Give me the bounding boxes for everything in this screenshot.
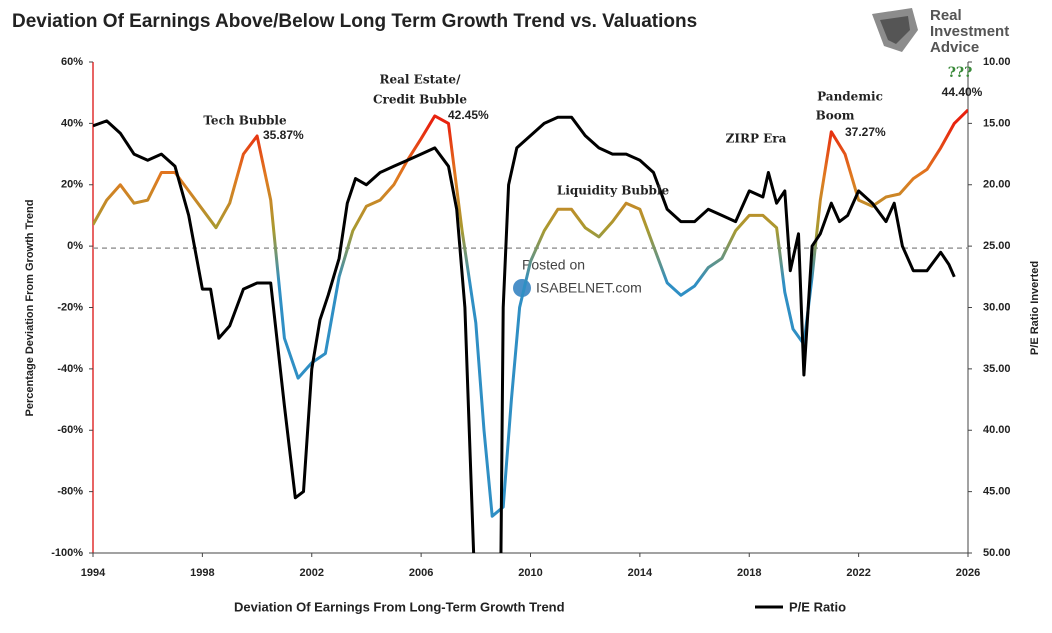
x-tick-label: 2026 <box>956 567 980 579</box>
annotation: Pandemic <box>817 90 883 104</box>
watermark: Posted on ISABELNET.com <box>513 257 642 297</box>
y-axis-title: Percentage Deviation From Growth Trend <box>24 200 36 417</box>
annotation: 35.87% <box>263 128 304 142</box>
y-tick-label: 0% <box>67 240 83 252</box>
y2-tick-label: 10.00 <box>983 56 1011 68</box>
brand-text: Advice <box>930 39 979 56</box>
y-tick-label: 40% <box>61 117 83 129</box>
annotation: ??? <box>948 65 973 81</box>
x-tick-label: 2018 <box>737 567 761 579</box>
y2-tick-label: 35.00 <box>983 363 1011 375</box>
legend-label: P/E Ratio <box>789 599 846 614</box>
y-tick-label: -60% <box>57 424 83 436</box>
legend-label: Deviation Of Earnings From Long-Term Gro… <box>234 599 565 614</box>
x-tick-label: 1994 <box>81 567 106 579</box>
watermark-text: Posted on <box>522 257 585 273</box>
brand-text: Investment <box>930 23 1009 40</box>
x-tick-label: 2002 <box>300 567 324 579</box>
x-tick-label: 2010 <box>518 567 542 579</box>
x-tick-label: 1998 <box>190 567 214 579</box>
y2-tick-label: 25.00 <box>983 240 1011 252</box>
y2-tick-label: 50.00 <box>983 547 1011 559</box>
x-tick-label: 2006 <box>409 567 433 579</box>
annotation: Credit Bubble <box>373 93 467 107</box>
y-tick-label: 60% <box>61 56 83 68</box>
chart-title: Deviation Of Earnings Above/Below Long T… <box>12 11 697 32</box>
data-line <box>93 108 968 518</box>
y2-axis-title: P/E Ratio Inverted <box>1029 261 1041 355</box>
y2-tick-label: 40.00 <box>983 424 1011 436</box>
y2-tick-label: 45.00 <box>983 486 1011 498</box>
annotation: Boom <box>816 109 855 123</box>
y-tick-label: -100% <box>51 547 83 559</box>
data-line <box>93 115 956 553</box>
watermark-text: ISABELNET.com <box>536 280 642 296</box>
y-tick-label: -80% <box>57 486 83 498</box>
annotation: 42.45% <box>448 108 489 122</box>
annotation: 37.27% <box>845 125 886 139</box>
y2-tick-label: 20.00 <box>983 179 1011 191</box>
x-tick-label: 2022 <box>846 567 870 579</box>
brand-logo: Real Investment Advice <box>872 7 1009 56</box>
annotation: Tech Bubble <box>203 114 287 128</box>
y2-tick-label: 15.00 <box>983 117 1011 129</box>
brand-text: Real <box>930 7 962 24</box>
y2-tick-label: 30.00 <box>983 301 1011 313</box>
annotation: Real Estate/ <box>380 73 462 87</box>
annotation: Liquidity Bubble <box>557 184 670 198</box>
annotation: ZIRP Era <box>726 132 787 146</box>
y-tick-label: -20% <box>57 301 83 313</box>
y-tick-label: 20% <box>61 179 83 191</box>
annotation: 44.40% <box>942 85 983 99</box>
x-tick-label: 2014 <box>628 567 653 579</box>
y-tick-label: -40% <box>57 363 83 375</box>
